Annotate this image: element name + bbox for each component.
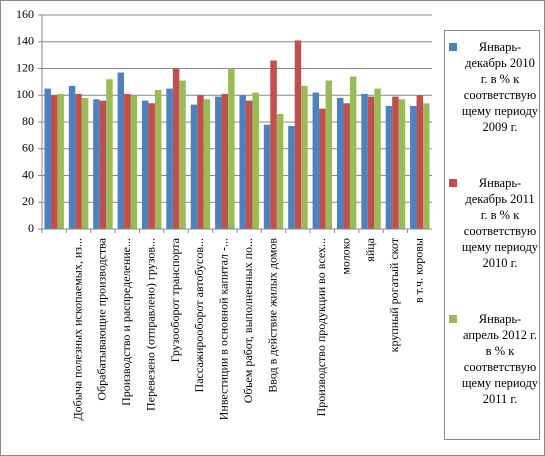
x-tick-label: Производство продукции во всех... <box>314 238 328 416</box>
bar <box>252 92 259 229</box>
bar <box>50 95 58 229</box>
bar <box>325 80 333 229</box>
bar <box>44 88 51 229</box>
legend-item: Январь-декабрь 2011 г. в % к соответству… <box>445 175 539 303</box>
legend-item: Январь-декабрь 2010 г. в % к соответству… <box>445 39 539 167</box>
bar <box>179 80 186 229</box>
bar <box>57 93 64 229</box>
bar <box>154 89 162 230</box>
bar <box>319 108 326 229</box>
bar <box>312 92 320 229</box>
bar <box>68 85 76 229</box>
bar <box>349 76 357 230</box>
x-tick-label: молоко <box>338 238 352 275</box>
y-tick-label: 40 <box>22 167 34 181</box>
bar <box>245 100 253 229</box>
bar <box>221 93 229 229</box>
bar <box>361 93 368 229</box>
bar <box>367 96 375 230</box>
legend-label: Январь-декабрь 2011 г. в % к соответству… <box>461 176 539 270</box>
bar <box>276 113 284 229</box>
bar <box>81 97 89 229</box>
bar <box>374 88 381 229</box>
bar <box>190 104 198 229</box>
y-tick-label: 20 <box>22 194 34 208</box>
bar <box>75 93 82 229</box>
y-tick-label: 100 <box>16 87 34 101</box>
bar <box>130 95 138 229</box>
legend-swatch <box>449 315 457 323</box>
legend: Январь-декабрь 2010 г. в % к соответству… <box>444 30 540 440</box>
bar <box>336 97 344 229</box>
bar <box>166 88 173 229</box>
bar <box>106 79 113 229</box>
y-tick-label: 80 <box>22 114 34 128</box>
x-tick-label: в т.ч. коровы <box>412 238 426 303</box>
bar <box>228 68 235 229</box>
y-tick-label: 160 <box>16 7 34 21</box>
x-tick-label: Объем работ, выполненных по... <box>241 238 255 403</box>
bar <box>141 100 149 229</box>
bar <box>117 72 125 229</box>
legend-label: Январь-декабрь 2010 г. в % к соответству… <box>461 40 539 134</box>
bar <box>124 93 131 229</box>
y-tick-label: 140 <box>16 34 34 48</box>
y-tick-label: 60 <box>22 141 34 155</box>
legend-swatch <box>449 43 457 51</box>
bar <box>343 103 350 229</box>
legend-label: Январь-апрель 2012 г. в % к соответствую… <box>461 312 539 406</box>
x-tick-label: Инвестиции в основной капитал -... <box>217 238 231 420</box>
bar <box>239 95 246 229</box>
bar <box>215 96 222 230</box>
bar <box>270 60 277 229</box>
bar <box>172 68 180 229</box>
x-tick-label: Производство и распределение... <box>119 238 133 406</box>
bar <box>197 95 204 229</box>
bar <box>263 124 271 229</box>
bar <box>398 99 406 229</box>
legend-swatch <box>449 179 457 187</box>
y-tick-label: 120 <box>16 60 34 74</box>
bar <box>301 85 308 229</box>
y-tick-label: 0 <box>28 221 34 235</box>
x-tick-label: Грузооборот транспорта <box>168 237 182 362</box>
bar <box>99 100 107 229</box>
bar <box>294 40 302 229</box>
x-tick-label: яйца <box>363 237 377 261</box>
bar <box>288 126 295 229</box>
x-tick-label: Пассажирооборот автобусов... <box>192 238 206 392</box>
x-tick-label: Добыча полезных ископаемых, из... <box>70 238 84 421</box>
bar <box>148 103 155 229</box>
bar <box>423 103 430 229</box>
x-tick-label: крупный рогатый скот <box>387 237 401 352</box>
legend-item: Январь-апрель 2012 г. в % к соответствую… <box>445 311 539 439</box>
x-tick-label: Ввод в действие жилых домов <box>265 238 279 393</box>
x-tick-label: Перевезено (отправлено) грузов... <box>143 238 157 411</box>
bar <box>416 95 424 229</box>
bar <box>410 105 417 229</box>
bar <box>203 99 211 229</box>
bar <box>392 96 399 230</box>
bar <box>93 99 100 229</box>
x-tick-label: Обрабатывающие производства <box>95 237 109 400</box>
bar <box>385 105 393 229</box>
